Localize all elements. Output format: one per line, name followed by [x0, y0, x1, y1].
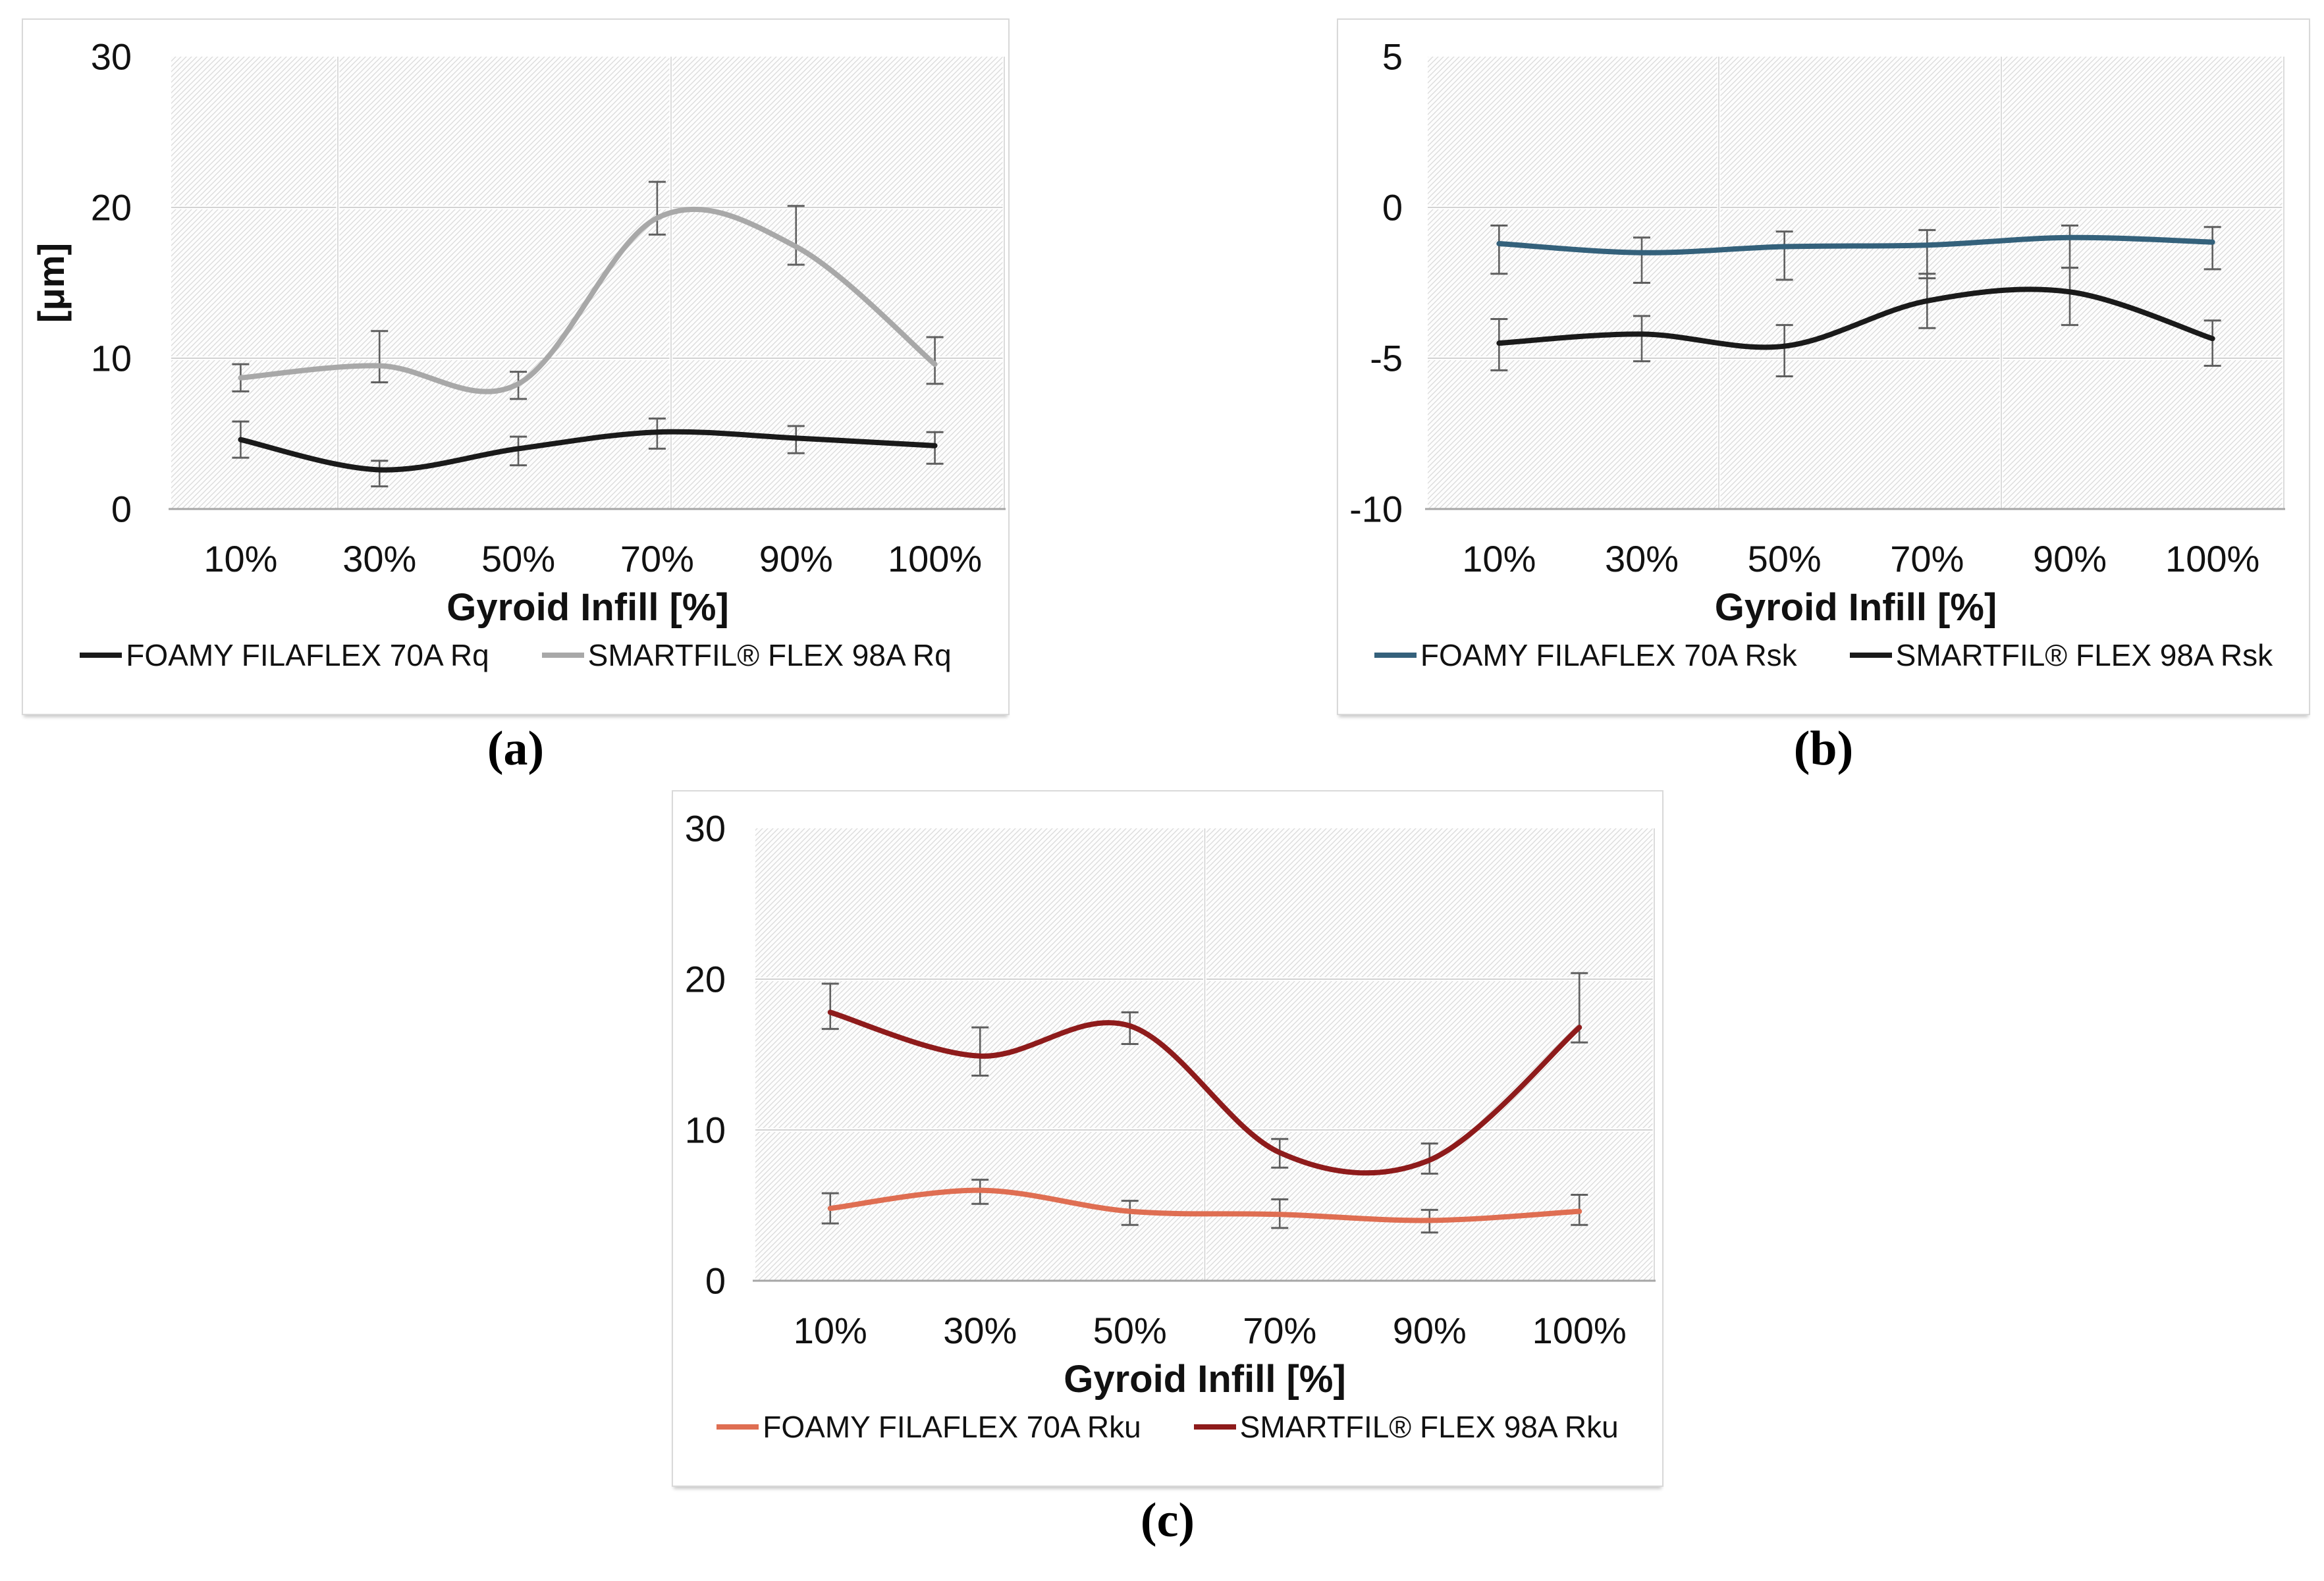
caption-b: (b) [1793, 722, 1854, 776]
error-bar [2203, 319, 2221, 367]
legend-label: SMARTFIL® FLEX 98A Rq [587, 638, 952, 672]
x-tick-label: 90% [2033, 538, 2107, 579]
series-line-c-1 [827, 1009, 1582, 1176]
legend-item-b-0: FOAMY FILAFLEX 70A Rsk [1374, 637, 1797, 673]
figure-block-c: 30 20 10 0 10% 30% 50% 70% 90% 100% Gyroid Infill … [672, 790, 1663, 1545]
chart-b-legend: FOAMY FILAFLEX 70A Rsk SMARTFIL® FLEX 98A… [1338, 637, 2309, 673]
x-tick-label: 100% [888, 538, 982, 579]
x-tick-label: 30% [943, 1310, 1017, 1351]
x-axis-title-a: Gyroid Infill [%] [446, 586, 729, 629]
series-line-c-0 [827, 1187, 1582, 1223]
y-tick-label: 10 [91, 338, 132, 379]
chart-panel-c: 30 20 10 0 10% 30% 50% 70% 90% 100% Gyroid Infill … [672, 790, 1663, 1487]
legend-label: FOAMY FILAFLEX 70A Rsk [1420, 638, 1797, 672]
x-tick-label: 70% [1243, 1310, 1316, 1351]
x-axis-title-b: Gyroid Infill [%] [1715, 586, 1997, 629]
error-bar [371, 460, 389, 488]
error-bar [648, 180, 666, 236]
legend-item-b-1: SMARTFIL® FLEX 98A Rsk [1849, 637, 2273, 673]
legend-label: SMARTFIL® FLEX 98A Rku [1239, 1410, 1619, 1444]
caption-c: (c) [1140, 1493, 1195, 1547]
legend-swatch [1374, 653, 1417, 658]
chart-b-plot: 5 0 -5 -10 10% 30% 50% 70% 90% 100% Gyroid Infill … [1349, 36, 2286, 629]
chart-a-legend: FOAMY FILAFLEX 70A Rq SMARTFIL® FLEX 98A … [23, 637, 1008, 673]
series-line-b-0 [1496, 234, 2215, 255]
error-bar [2203, 226, 2221, 271]
y-tick-label: 0 [111, 489, 132, 530]
figure-block-a: 30 20 10 0 10% 30% 50% 70% 90% 100% Gyroid Infill … [22, 18, 1010, 773]
legend-label: FOAMY FILAFLEX 70A Rku [763, 1410, 1141, 1444]
legend-item-c-0: FOAMY FILAFLEX 70A Rku [716, 1409, 1141, 1445]
chart-panel-a: 30 20 10 0 10% 30% 50% 70% 90% 100% Gyroid Infill … [22, 18, 1010, 715]
y-axis-title-a: [μm] [30, 243, 72, 323]
y-tick-label: 30 [685, 808, 726, 849]
chart-c-legend: FOAMY FILAFLEX 70A Rku SMARTFIL® FLEX 98A… [673, 1409, 1662, 1445]
x-tick-label: 10% [203, 538, 277, 579]
y-tick-label: 20 [91, 187, 132, 228]
legend-swatch [1849, 653, 1892, 658]
x-tick-label: 90% [759, 538, 833, 579]
error-bar [1775, 324, 1793, 377]
figure-block-b: 5 0 -5 -10 10% 30% 50% 70% 90% 100% Gyroid Infill … [1337, 18, 2310, 773]
y-tick-label: 5 [1382, 36, 1403, 78]
series-line-a-0 [238, 429, 938, 473]
x-tick-label: 70% [620, 538, 694, 579]
y-tick-label: 0 [1382, 187, 1403, 228]
error-bar [926, 336, 944, 385]
x-tick-label: 30% [1605, 538, 1679, 579]
caption-a: (a) [487, 722, 545, 776]
error-bar [371, 330, 389, 384]
x-tick-label: 90% [1393, 1310, 1467, 1351]
x-tick-label: 100% [1532, 1310, 1627, 1351]
error-bar [821, 982, 839, 1031]
y-tick-label: -5 [1370, 338, 1403, 379]
x-tick-label: 50% [1093, 1310, 1167, 1351]
legend-label: FOAMY FILAFLEX 70A Rq [126, 638, 489, 672]
error-bar [1775, 230, 1793, 281]
chart-panel-b: 5 0 -5 -10 10% 30% 50% 70% 90% 100% Gyroid Infill … [1337, 18, 2310, 715]
chart-c-plot: 30 20 10 0 10% 30% 50% 70% 90% 100% Gyroid Infill … [685, 808, 1656, 1401]
legend-item-a-0: FOAMY FILAFLEX 70A Rq [80, 637, 489, 673]
legend-item-c-1: SMARTFIL® FLEX 98A Rku [1193, 1409, 1619, 1445]
x-tick-label: 100% [2165, 538, 2259, 579]
error-bar [787, 205, 805, 266]
series-line-b-1 [1496, 286, 2215, 350]
error-bar [1490, 224, 1508, 275]
x-tick-label: 30% [342, 538, 416, 579]
x-tick-label: 10% [794, 1310, 867, 1351]
legend-swatch [716, 1424, 759, 1430]
error-bar [2061, 267, 2078, 327]
chart-a-plot: 30 20 10 0 10% 30% 50% 70% 90% 100% Gyroid Infill … [30, 36, 1006, 629]
x-tick-label: 50% [481, 538, 555, 579]
legend-item-a-1: SMARTFIL® FLEX 98A Rq [541, 637, 952, 673]
plot-area-b [1428, 57, 2284, 509]
y-tick-label: 20 [685, 959, 726, 1000]
legend-swatch [1193, 1424, 1236, 1430]
y-tick-label: -10 [1349, 489, 1403, 530]
error-bar [1633, 236, 1650, 284]
y-tick-label: 30 [91, 36, 132, 78]
y-tick-label: 0 [705, 1260, 726, 1302]
legend-label: SMARTFIL® FLEX 98A Rsk [1895, 638, 2273, 672]
error-bar [971, 1026, 989, 1077]
legend-swatch [80, 653, 122, 658]
plot-area-a [171, 57, 1004, 509]
legend-swatch [541, 653, 584, 658]
x-tick-label: 70% [1890, 538, 1964, 579]
error-bar [1633, 315, 1650, 363]
x-tick-label: 10% [1462, 538, 1536, 579]
x-axis-title-c: Gyroid Infill [%] [1064, 1358, 1346, 1401]
y-tick-label: 10 [685, 1110, 726, 1151]
series-line-a-1 [238, 206, 938, 394]
x-tick-label: 50% [1748, 538, 1822, 579]
